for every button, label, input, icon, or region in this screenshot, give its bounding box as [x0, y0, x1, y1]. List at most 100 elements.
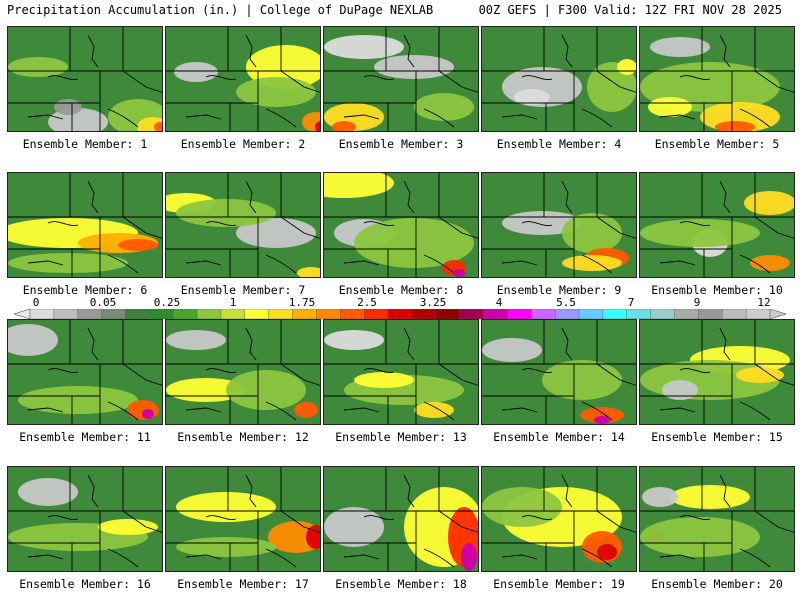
colorbar-segment [149, 309, 174, 319]
colorbar-tick-label: 0.05 [89, 296, 117, 309]
colorbar-segment [507, 309, 532, 319]
boundary-line [343, 407, 380, 413]
precip-area [268, 521, 320, 553]
ensemble-member-panel [481, 466, 637, 572]
precip-area [324, 507, 384, 547]
boundary-line [659, 554, 696, 560]
ensemble-member-panel [323, 172, 479, 278]
ensemble-member-panel [639, 172, 795, 278]
precip-area [226, 370, 306, 410]
boundary-line [122, 216, 162, 239]
boundary-line [185, 114, 222, 120]
colorbar-segment [698, 309, 723, 319]
precip-area [640, 517, 760, 557]
precip-map [482, 27, 636, 131]
precip-area [648, 97, 692, 117]
boundary-line [265, 401, 297, 421]
colorbar-tick-label: 3.25 [419, 296, 447, 309]
colorbar-segment [626, 309, 652, 319]
precip-colorbar [14, 309, 786, 319]
precip-map [8, 467, 162, 571]
precip-map [324, 467, 478, 571]
boundary-line [107, 254, 139, 274]
boundary-line [679, 368, 711, 374]
boundary-line [245, 474, 257, 508]
boundary-line [423, 254, 455, 274]
ensemble-member-caption: Ensemble Member: 16 [19, 577, 151, 591]
precip-area [176, 537, 276, 557]
boundary-line [27, 407, 64, 413]
precip-area [580, 407, 624, 423]
precip-area [597, 544, 617, 560]
colorbar-tick-label: 1 [229, 296, 237, 309]
precip-map [640, 27, 794, 131]
colorbar-segment [196, 309, 222, 319]
colorbar-max-arrow [769, 309, 786, 319]
precip-area [324, 173, 394, 198]
precip-map [166, 173, 320, 277]
colorbar-segment [292, 309, 317, 319]
boundary-line [122, 70, 162, 93]
ensemble-member-panel [639, 26, 795, 132]
boundary-line [739, 254, 771, 274]
colorbar-segment [316, 309, 341, 319]
precip-area [482, 487, 562, 527]
precip-map [324, 27, 478, 131]
ensemble-member-panel [639, 466, 795, 572]
precip-area [736, 367, 784, 383]
ensemble-member-panel [165, 319, 321, 425]
boundary-line [122, 510, 162, 533]
precip-map [166, 320, 320, 424]
precip-area [354, 372, 414, 388]
boundary-line [659, 407, 696, 413]
boundary-line [659, 114, 696, 120]
precip-area [315, 121, 320, 131]
boundary-line [47, 75, 79, 81]
precip-area [176, 492, 276, 522]
colorbar-tick-label: 2.5 [357, 296, 377, 309]
precip-area [18, 478, 78, 506]
colorbar-tick-label: 5.5 [556, 296, 576, 309]
colorbar-tick-label: 12 [757, 296, 771, 309]
precip-area [414, 402, 454, 418]
boundary-line [265, 254, 297, 274]
ensemble-member-caption: Ensemble Member: 11 [19, 430, 151, 444]
precip-map [324, 173, 478, 277]
precip-area [98, 519, 158, 535]
boundary-line [245, 180, 257, 214]
boundary-line [438, 510, 478, 533]
ensemble-member-caption: Ensemble Member: 17 [177, 577, 309, 591]
colorbar-segment [387, 309, 413, 319]
precip-map [640, 320, 794, 424]
colorbar-segment [125, 309, 150, 319]
colorbar-segment [220, 309, 246, 319]
ensemble-member-caption: Ensemble Member: 12 [177, 430, 309, 444]
colorbar-segment [578, 309, 604, 319]
boundary-line [245, 34, 257, 68]
precip-map [640, 173, 794, 277]
boundary-line [122, 363, 162, 386]
colorbar-segment [602, 309, 628, 319]
boundary-line [754, 363, 794, 386]
precip-area [482, 338, 542, 362]
boundary-line [501, 407, 538, 413]
colorbar-segment [745, 309, 771, 319]
colorbar-segment [173, 309, 198, 319]
boundary-line [423, 401, 455, 421]
precip-map [482, 467, 636, 571]
colorbar-segment [722, 309, 747, 319]
ensemble-member-panel [165, 466, 321, 572]
boundary-line [265, 108, 297, 128]
colorbar-segment [101, 309, 126, 319]
ensemble-member-caption: Ensemble Member: 19 [493, 577, 625, 591]
precip-area [750, 255, 790, 271]
ensemble-member-caption: Ensemble Member: 2 [180, 137, 306, 151]
boundary-line [265, 548, 297, 568]
boundary-line [87, 474, 99, 508]
ensemble-member-panel [7, 466, 163, 572]
boundary-line [739, 108, 771, 128]
boundary-line [403, 474, 415, 508]
precip-map [640, 467, 794, 571]
precip-area [562, 255, 622, 271]
precip-area [297, 267, 320, 277]
